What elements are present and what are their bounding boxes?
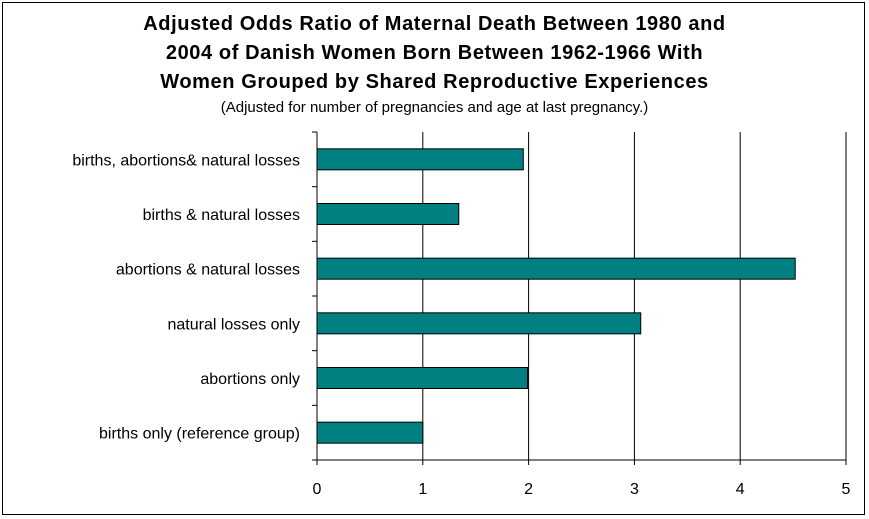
chart-title-line-1: Adjusted Odds Ratio of Maternal Death Be… xyxy=(143,13,726,35)
x-tick-label: 5 xyxy=(842,481,851,498)
bar xyxy=(316,367,529,389)
bar xyxy=(316,257,796,280)
bar xyxy=(316,421,424,444)
category-label: births only (reference group) xyxy=(99,426,300,443)
x-tick-label: 2 xyxy=(524,481,533,498)
bar xyxy=(316,203,460,225)
category-labels: births, abortions& natural losses births … xyxy=(72,152,300,442)
chart-title-line-2: 2004 of Danish Women Born Between 1962-1… xyxy=(165,42,704,64)
chart-subtitle: (Adjusted for number of pregnancies and … xyxy=(220,99,649,116)
category-label: natural losses only xyxy=(167,316,300,333)
axes xyxy=(312,131,847,465)
x-tick-label: 4 xyxy=(736,481,745,498)
bars xyxy=(316,148,796,444)
category-label: abortions & natural losses xyxy=(116,262,300,279)
x-tick-label: 1 xyxy=(418,481,427,498)
gridlines xyxy=(422,132,847,460)
chart-title: Adjusted Odds Ratio of Maternal Death Be… xyxy=(0,10,869,97)
bar xyxy=(316,312,642,335)
category-label: abortions only xyxy=(200,371,300,388)
bar xyxy=(316,148,524,171)
x-tick-label: 3 xyxy=(630,481,639,498)
x-tick-label: 0 xyxy=(313,481,322,498)
category-label: births & natural losses xyxy=(143,207,300,224)
tick-labels: 0 1 2 3 4 5 xyxy=(313,481,851,498)
chart-title-line-3: Women Grouped by Shared Reproductive Exp… xyxy=(160,71,709,93)
category-label: births, abortions& natural losses xyxy=(72,152,300,169)
